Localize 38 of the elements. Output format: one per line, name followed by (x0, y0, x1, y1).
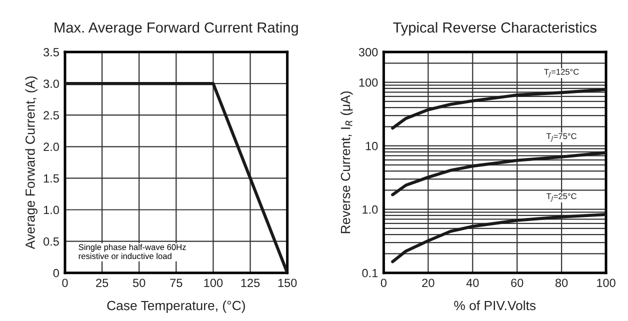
x-axis-title: % of PIV.Volts (454, 300, 536, 310)
y-tick-label: 0 (53, 268, 59, 278)
y-tick-label: 300 (358, 48, 378, 56)
x-axis-title: Case Temperature, (°C) (107, 300, 245, 313)
y-tick-label: 1.0 (44, 206, 59, 214)
annotation: Single phase half-wave 60Hz resistive or inductive load (78, 244, 186, 260)
series-label: T$_{J}$=25°C (546, 193, 577, 202)
y-axis-title: Reverse Current, I$_{R}$ (μA) (340, 91, 353, 234)
x-tick-label: 75 (170, 278, 182, 288)
x-tick-label: 40 (466, 278, 479, 288)
x-tick-label: 0 (380, 278, 387, 288)
y-tick-label: 2.0 (44, 142, 59, 152)
x-tick-label: 100 (597, 278, 616, 288)
x-tick-label: 20 (422, 278, 434, 288)
y-tick-label: 1.5 (44, 174, 59, 183)
x-tick-label: 60 (511, 278, 524, 288)
y-axis-title: Average Forward Current, (A) (25, 76, 38, 250)
series-label: T$_{J}$=125°C (544, 68, 579, 78)
x-tick-label: 25 (96, 278, 108, 288)
y-tick-label: 3.5 (43, 48, 59, 56)
y-tick-label: 1.0 (362, 205, 378, 214)
y-tick-label: 2.5 (44, 111, 59, 120)
x-tick-label: 100 (204, 278, 223, 288)
x-tick-label: 150 (278, 278, 297, 288)
y-tick-label: 3.0 (43, 80, 59, 88)
x-tick-label: 80 (556, 278, 568, 288)
y-tick-label: 100 (359, 78, 378, 87)
x-tick-label: 125 (241, 278, 260, 288)
y-tick-label: 0.5 (43, 237, 59, 246)
y-tick-label: 0.1 (362, 268, 378, 278)
line-series (391, 212, 606, 264)
line-series (391, 88, 606, 130)
series-label: T$_{J}$=75°C (546, 133, 577, 142)
x-tick-label: 50 (133, 278, 146, 288)
chart-title: Max. Average Forward Current Rating (54, 22, 298, 36)
y-tick-label: 10 (366, 142, 378, 150)
chart-title: Typical Reverse Characteristics (393, 22, 596, 36)
x-tick-label: 0 (62, 278, 68, 288)
